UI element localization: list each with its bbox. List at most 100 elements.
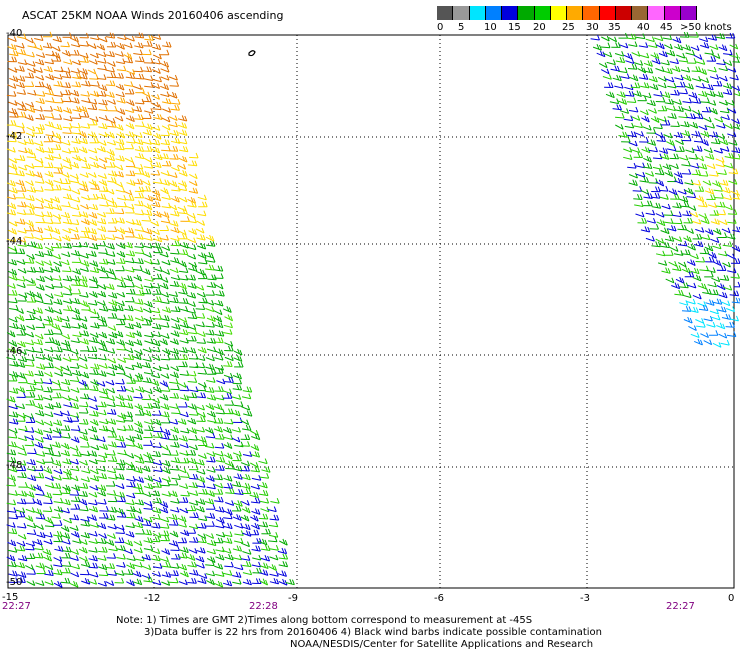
wind-barb [80, 442, 89, 447]
wind-barb [642, 147, 650, 153]
wind-barb [126, 453, 134, 458]
wind-barb [79, 316, 87, 321]
wind-barb [170, 385, 179, 390]
wind-barb [681, 67, 690, 72]
wind-barb [135, 226, 144, 231]
wind-barb [162, 460, 171, 466]
wind-barb [80, 41, 89, 46]
wind-barb [190, 513, 199, 518]
wind-barb [35, 442, 43, 448]
wind-barb [187, 347, 196, 353]
wind-barb [206, 433, 215, 438]
wind-barb [35, 370, 44, 376]
wind-barb [169, 154, 178, 159]
wind-barb [727, 132, 736, 137]
wind-barb [160, 50, 169, 55]
wind-barb [661, 92, 670, 98]
wind-barb [698, 91, 707, 97]
wind-barb [259, 522, 268, 527]
wind-barb [62, 499, 71, 505]
wind-barb [72, 74, 81, 79]
wind-barb [179, 170, 187, 176]
wind-barb [717, 283, 725, 289]
wind-barb [151, 537, 160, 542]
wind-barb [143, 252, 151, 257]
wind-barb [144, 204, 152, 210]
wind-barb [53, 282, 62, 287]
wind-barb [62, 267, 71, 272]
wind-barb [620, 74, 629, 79]
wind-barb [16, 276, 25, 281]
wind-barb [188, 393, 197, 398]
wind-barb [242, 394, 251, 399]
wind-barb [36, 146, 44, 152]
wind-barb [115, 124, 123, 130]
wind-barb [703, 117, 711, 122]
wind-barb [151, 523, 160, 528]
wind-barb [151, 398, 159, 403]
wind-barb [199, 573, 207, 578]
wind-barb [187, 245, 196, 250]
wind-barb [161, 131, 170, 136]
wind-barb [269, 522, 278, 527]
wind-barb [198, 195, 207, 200]
wind-barb [89, 212, 97, 218]
wind-barb [252, 555, 261, 560]
wind-barb [143, 67, 152, 72]
wind-barb [135, 428, 143, 434]
wind-barb [658, 260, 667, 265]
wind-barb [180, 395, 189, 401]
wind-barb [189, 181, 197, 186]
wind-barb [134, 522, 143, 528]
wind-barb [99, 85, 107, 91]
wind-barb [161, 67, 169, 72]
wind-barb [242, 425, 251, 431]
wind-barb [640, 82, 649, 88]
wind-barb [719, 292, 728, 298]
wind-barb [659, 186, 668, 191]
wind-barb [732, 245, 740, 251]
wind-barb [144, 163, 153, 168]
wind-barb [178, 538, 187, 543]
wind-barb [223, 393, 232, 398]
wind-barb [8, 83, 16, 88]
wind-barb [205, 322, 214, 327]
wind-barb [151, 170, 160, 175]
wind-barb [152, 314, 161, 319]
wind-barb [688, 326, 696, 331]
wind-barb [701, 235, 710, 240]
wind-barb [171, 166, 179, 171]
wind-barb [35, 334, 43, 339]
wind-barb [716, 33, 725, 39]
wind-barb [126, 131, 135, 137]
wind-barb [143, 433, 152, 438]
wind-barb [27, 126, 35, 131]
wind-barb [161, 75, 169, 80]
wind-barb [62, 186, 71, 191]
wind-barb [79, 147, 87, 153]
wind-barb [36, 459, 45, 464]
wind-barb [18, 450, 27, 455]
wind-barb [70, 515, 79, 520]
wind-barb [669, 261, 677, 266]
wind-barb [169, 92, 177, 98]
wind-barb [241, 434, 250, 439]
wind-barb [161, 139, 170, 144]
wind-barb [656, 67, 665, 72]
wind-barb [705, 257, 714, 262]
wind-barb [628, 42, 637, 47]
wind-barb [623, 155, 632, 160]
wind-barb [161, 481, 170, 486]
wind-barb [99, 132, 108, 137]
wind-barb [197, 476, 205, 482]
wind-barb [160, 364, 169, 369]
wind-barb [89, 204, 98, 210]
wind-barb [216, 457, 225, 463]
wind-barb [62, 345, 71, 351]
wind-barb [678, 225, 687, 230]
wind-barb [71, 338, 80, 343]
wind-barb [43, 507, 52, 512]
wind-barb [615, 124, 623, 129]
wind-barb [90, 91, 99, 97]
wind-barb [234, 523, 243, 528]
